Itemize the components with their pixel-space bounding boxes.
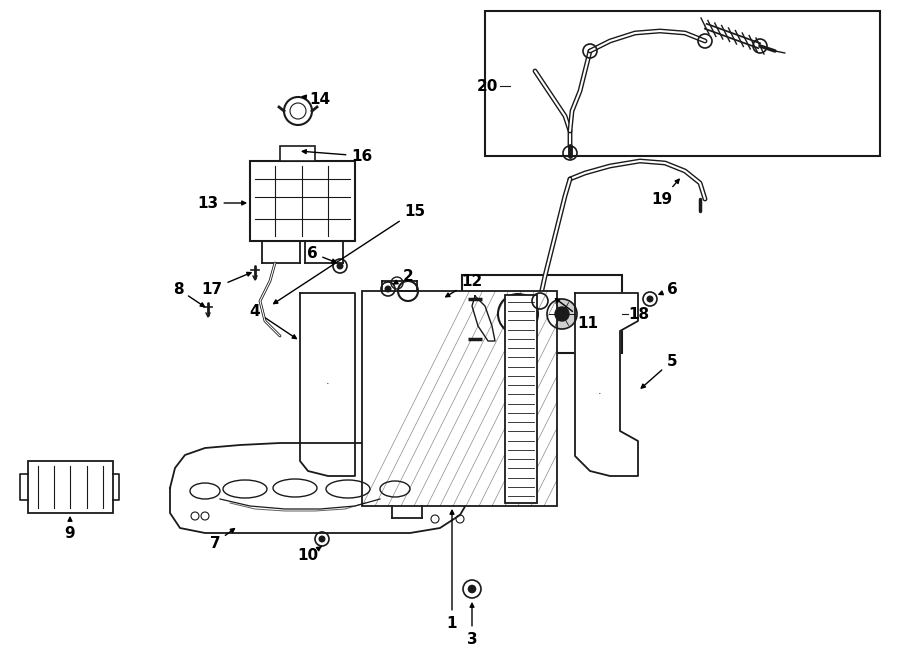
Polygon shape — [472, 296, 495, 341]
Bar — [28, 461, 113, 513]
Text: 19: 19 — [652, 179, 680, 206]
Bar — [250, 161, 355, 241]
Text: 16: 16 — [302, 149, 373, 163]
Polygon shape — [170, 443, 470, 533]
Text: 1: 1 — [446, 510, 457, 631]
Text: 6: 6 — [307, 245, 336, 263]
Text: 13: 13 — [197, 196, 246, 210]
Text: 5: 5 — [641, 354, 678, 388]
Text: 11: 11 — [555, 299, 598, 330]
Polygon shape — [575, 293, 638, 476]
Text: 10: 10 — [297, 547, 321, 563]
Bar — [280, 146, 315, 161]
Text: 6: 6 — [659, 282, 678, 297]
Circle shape — [468, 586, 475, 593]
Text: 4: 4 — [249, 303, 296, 338]
Bar — [485, 11, 880, 156]
Bar — [505, 295, 537, 503]
Circle shape — [555, 307, 569, 321]
Text: 9: 9 — [65, 518, 76, 541]
Text: 18: 18 — [628, 307, 649, 321]
Circle shape — [547, 299, 577, 329]
Circle shape — [320, 536, 325, 542]
Text: 14: 14 — [302, 91, 330, 106]
Text: 2: 2 — [394, 268, 413, 284]
Circle shape — [647, 296, 652, 302]
Bar — [462, 275, 622, 353]
Polygon shape — [300, 293, 355, 476]
Circle shape — [385, 286, 391, 292]
Bar — [362, 291, 557, 506]
Text: 20: 20 — [477, 79, 498, 93]
Text: 7: 7 — [210, 529, 235, 551]
Text: 8: 8 — [173, 282, 204, 307]
Text: 12: 12 — [446, 274, 482, 297]
Text: 3: 3 — [467, 603, 477, 646]
Text: 15: 15 — [274, 204, 426, 303]
Text: 17: 17 — [202, 272, 251, 297]
Text: .: . — [326, 376, 329, 386]
Circle shape — [338, 263, 343, 269]
Text: .: . — [598, 386, 602, 396]
